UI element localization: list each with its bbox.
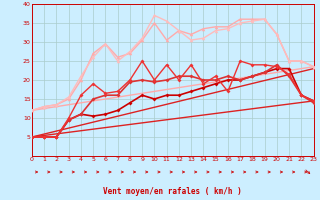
Text: Vent moyen/en rafales ( km/h ): Vent moyen/en rafales ( km/h ): [103, 187, 242, 196]
